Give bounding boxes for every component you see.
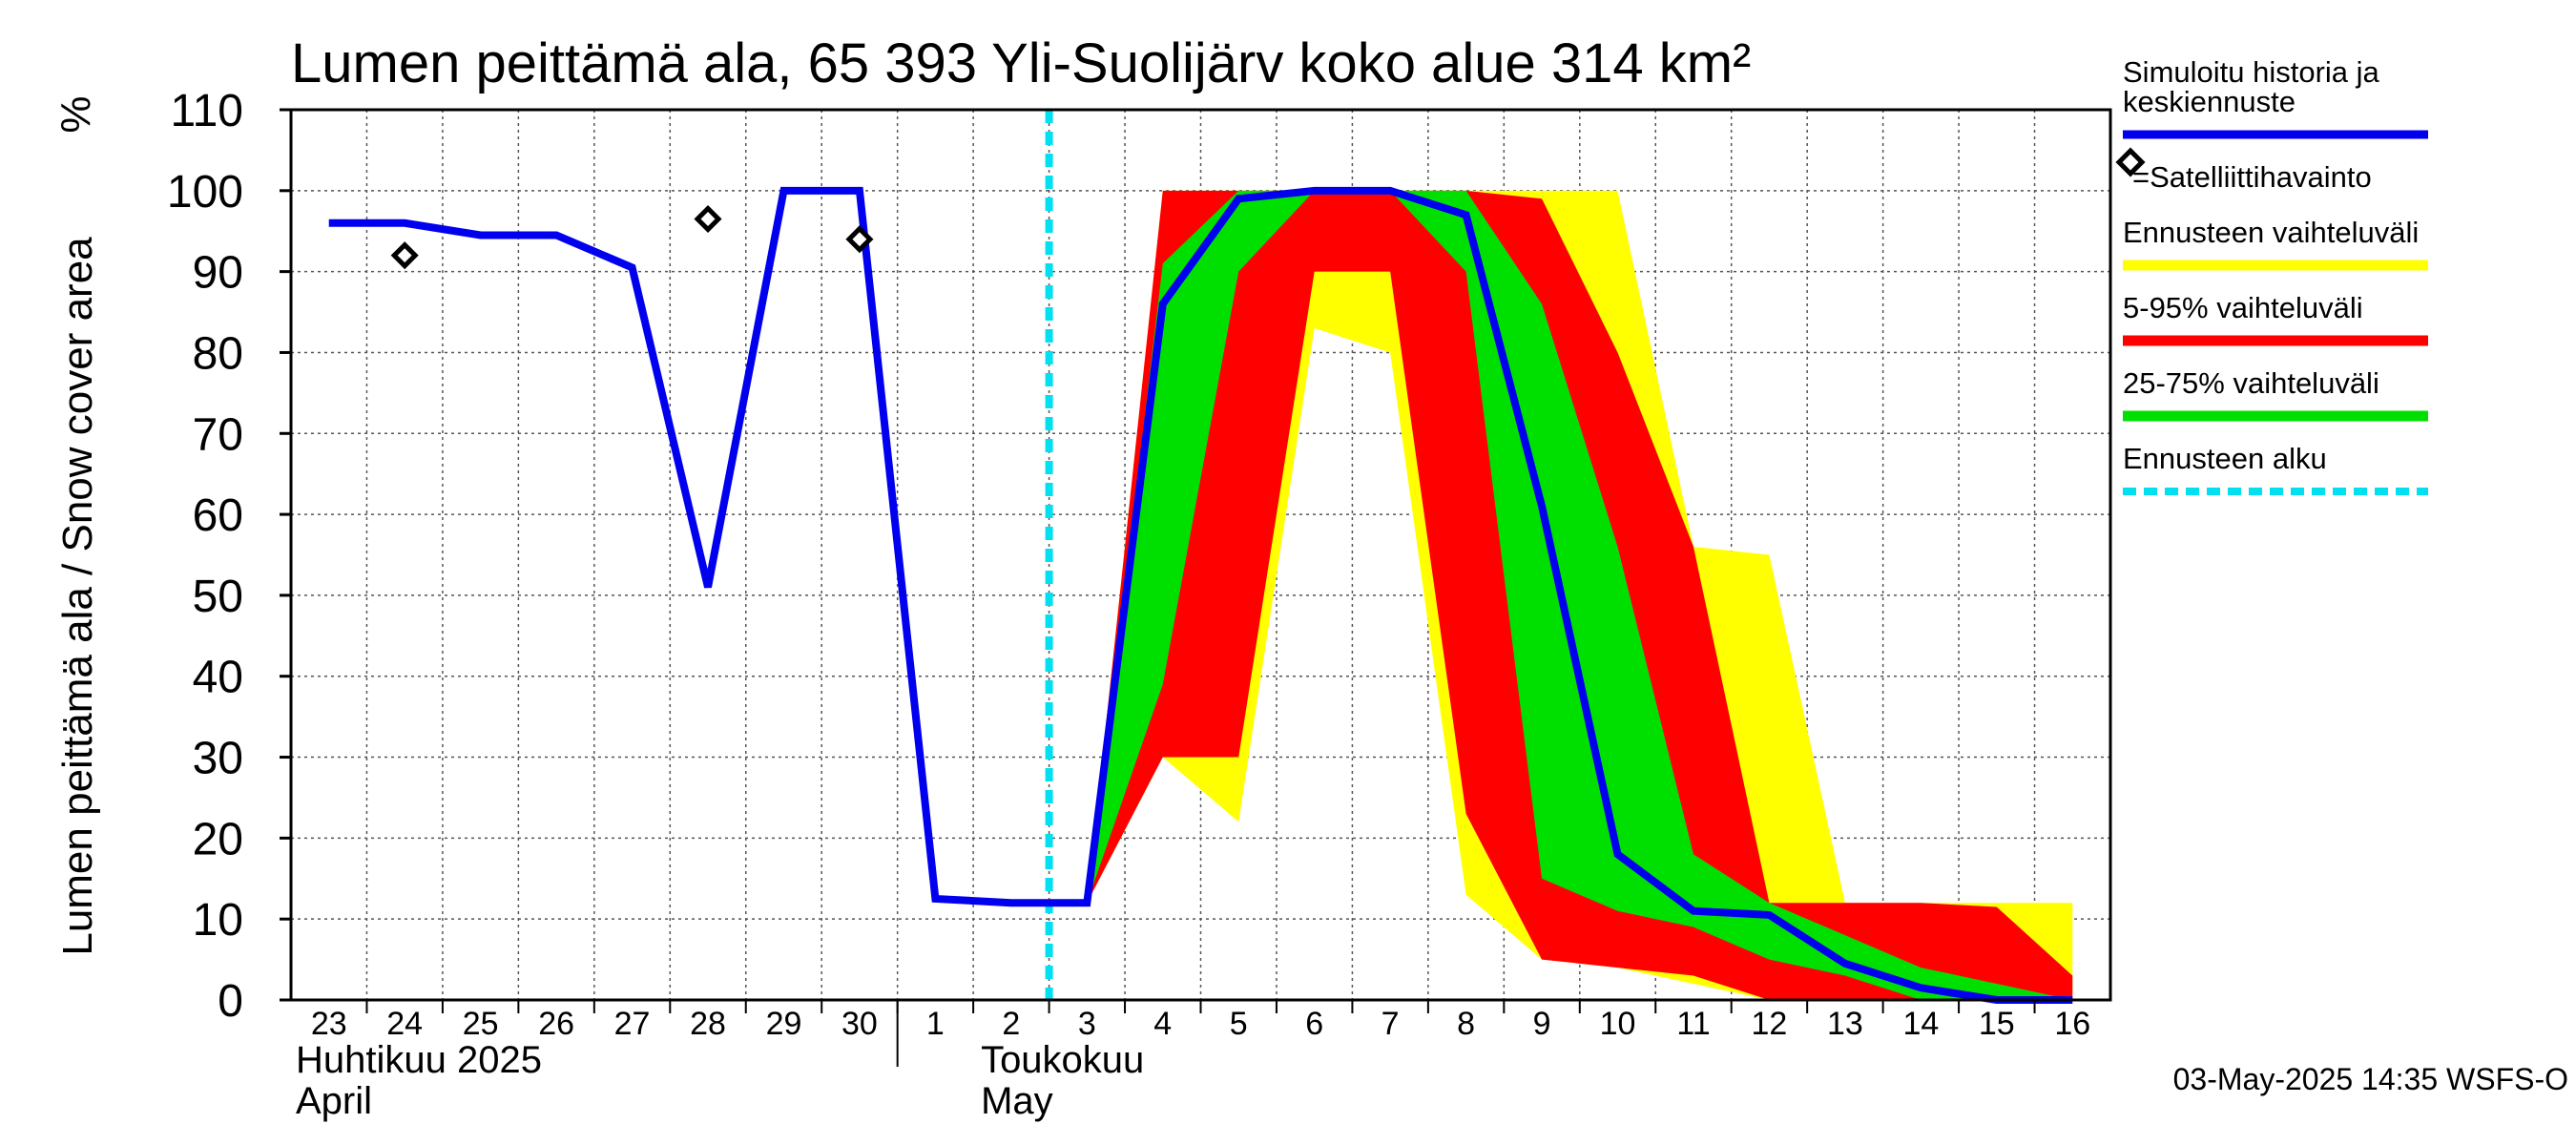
legend-label: Simuloitu historia ja <box>2123 55 2380 89</box>
y-tick-label: 80 <box>193 328 243 379</box>
x-tick-label: 6 <box>1305 1006 1323 1042</box>
x-tick-label: 26 <box>538 1006 574 1042</box>
band-25-75-vaihteluv-li <box>1087 190 2073 1000</box>
x-tick-label: 1 <box>926 1006 945 1042</box>
x-tick-label: 12 <box>1752 1006 1788 1042</box>
y-axis-label: Lumen peittämä ala / Snow cover area <box>54 237 101 956</box>
month-label-english: May <box>981 1080 1053 1122</box>
legend-label: Ennusteen vaihteluväli <box>2123 216 2419 249</box>
y-tick-label: 50 <box>193 572 243 622</box>
x-tick-label: 25 <box>463 1006 499 1042</box>
y-tick-label: 90 <box>193 248 243 299</box>
legend-label: keskiennuste <box>2123 85 2296 118</box>
x-tick-label: 15 <box>1979 1006 2015 1042</box>
x-tick-label: 23 <box>311 1006 347 1042</box>
x-tick-label: 5 <box>1230 1006 1248 1042</box>
x-tick-label: 11 <box>1676 1006 1710 1042</box>
y-unit-label: % <box>52 95 99 133</box>
legend-label: Ennusteen alku <box>2123 442 2327 475</box>
x-tick-label: 16 <box>2054 1006 2090 1042</box>
y-tick-label: 70 <box>193 409 243 460</box>
month-label-english: April <box>296 1080 372 1122</box>
x-tick-label: 2 <box>1002 1006 1020 1042</box>
x-tick-label: 4 <box>1153 1006 1172 1042</box>
legend-label: 5-95% vaihteluväli <box>2123 291 2363 324</box>
y-tick-label: 0 <box>218 976 243 1027</box>
month-label: Toukokuu <box>981 1039 1144 1081</box>
month-label: Huhtikuu 2025 <box>296 1039 542 1081</box>
satellite-observation-marker <box>390 241 419 270</box>
series-lines <box>328 110 2073 1004</box>
y-tick-label: 40 <box>193 653 243 703</box>
y-tick-label: 30 <box>193 734 243 784</box>
y-tick-label: 60 <box>193 490 243 541</box>
x-tick-label: 3 <box>1078 1006 1096 1042</box>
satellite-observation-marker <box>845 225 874 254</box>
x-tick-label: 29 <box>766 1006 802 1042</box>
y-tick-label: 10 <box>193 895 243 946</box>
x-tick-label: 13 <box>1827 1006 1863 1042</box>
x-tick-label: 7 <box>1381 1006 1400 1042</box>
legend-label: =Satelliittihavainto <box>2132 160 2372 194</box>
x-tick-label: 10 <box>1600 1006 1636 1042</box>
chart-title: Lumen peittämä ala, 65 393 Yli-Suolijärv… <box>291 32 1751 94</box>
y-tick-label: 20 <box>193 814 243 864</box>
x-tick-label: 8 <box>1457 1006 1475 1042</box>
legend-label: 25-75% vaihteluväli <box>2123 366 2379 400</box>
simulated-history-line <box>328 186 2073 1004</box>
x-tick-label: 30 <box>841 1006 878 1042</box>
x-tick-label: 14 <box>1902 1006 1939 1042</box>
footer-timestamp: 03-May-2025 14:35 WSFS-O <box>2173 1062 2568 1096</box>
x-tick-label: 9 <box>1533 1006 1551 1042</box>
legend-swatch-diamond <box>2115 147 2146 177</box>
y-tick-label: 110 <box>170 86 243 136</box>
x-tick-label: 28 <box>690 1006 726 1042</box>
satellite-observation-marker <box>694 204 722 234</box>
forecast-bands <box>1087 190 2073 1000</box>
y-tick-label: 100 <box>167 167 243 218</box>
x-tick-label: 27 <box>614 1006 651 1042</box>
x-tick-label: 24 <box>386 1006 423 1042</box>
